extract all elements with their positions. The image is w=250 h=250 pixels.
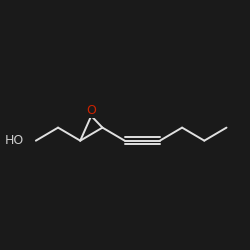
- Text: HO: HO: [5, 134, 24, 147]
- Text: O: O: [86, 104, 96, 117]
